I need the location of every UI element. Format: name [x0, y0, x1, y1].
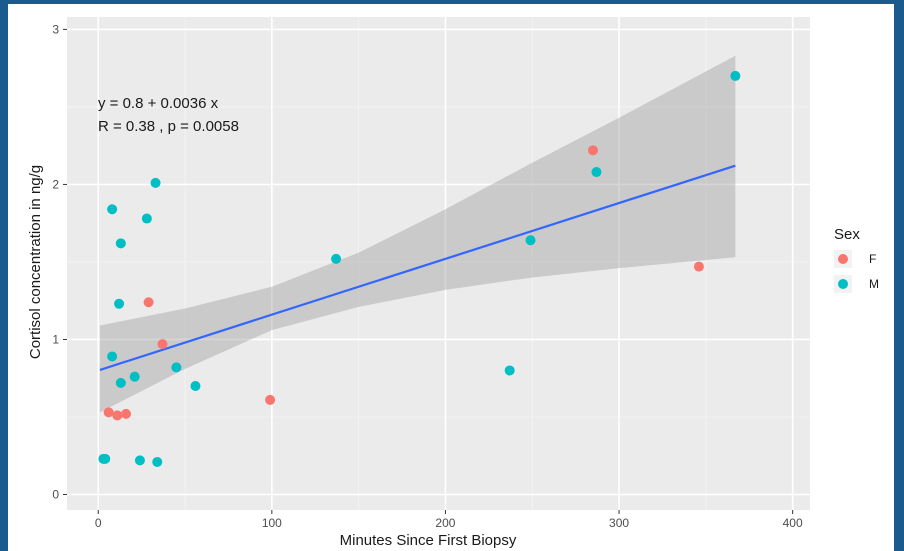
- point-f: [693, 261, 704, 272]
- point-f: [157, 339, 168, 350]
- point-m: [331, 253, 342, 264]
- point-m: [525, 235, 536, 246]
- point-f: [112, 410, 123, 421]
- y-axis-title: Cortisol concentration in ng/g: [27, 165, 44, 359]
- legend-label-f: F: [869, 252, 876, 266]
- point-m: [100, 453, 111, 464]
- x-tick-label: 300: [609, 516, 629, 530]
- x-tick-label: 0: [95, 516, 102, 530]
- x-tick-label: 200: [435, 516, 455, 530]
- point-m: [591, 167, 602, 178]
- legend-key-f: [838, 254, 848, 264]
- legend-key-m: [838, 279, 848, 289]
- regression-equation: y = 0.8 + 0.0036 x: [98, 95, 219, 112]
- point-m: [115, 377, 126, 388]
- legend: Sex F M: [834, 226, 879, 293]
- point-m: [504, 365, 515, 376]
- regression-line: [99, 164, 736, 371]
- axis-ticks: 0 100 200 300 400 0 1 2 3: [52, 22, 803, 530]
- legend-label-m: M: [869, 277, 879, 291]
- point-f: [265, 394, 276, 405]
- point-f: [121, 408, 132, 419]
- point-m: [129, 371, 140, 382]
- point-m: [115, 238, 126, 249]
- point-m: [190, 380, 201, 391]
- point-m: [114, 298, 125, 309]
- y-tick-label: 2: [52, 177, 59, 191]
- data-points: [98, 70, 741, 467]
- point-m: [107, 351, 118, 362]
- point-m: [107, 204, 118, 215]
- y-tick-label: 1: [52, 332, 59, 346]
- point-f: [588, 145, 599, 156]
- y-tick-label: 0: [52, 487, 59, 501]
- point-m: [150, 177, 161, 188]
- x-axis-title: Minutes Since First Biopsy: [340, 532, 517, 549]
- point-m: [730, 70, 741, 81]
- y-tick-label: 3: [52, 22, 59, 36]
- x-tick-label: 100: [262, 516, 282, 530]
- legend-title: Sex: [834, 226, 860, 243]
- confidence-band: [99, 55, 736, 413]
- x-tick-label: 400: [783, 516, 803, 530]
- point-f: [143, 297, 154, 308]
- point-f: [103, 407, 114, 418]
- plot-panel: [67, 17, 810, 510]
- point-m: [171, 362, 182, 373]
- point-m: [152, 456, 163, 467]
- point-m: [141, 213, 152, 224]
- correlation-stats: R = 0.38 , p = 0.0058: [98, 118, 239, 135]
- point-m: [134, 455, 145, 466]
- grid-lines: [67, 17, 810, 510]
